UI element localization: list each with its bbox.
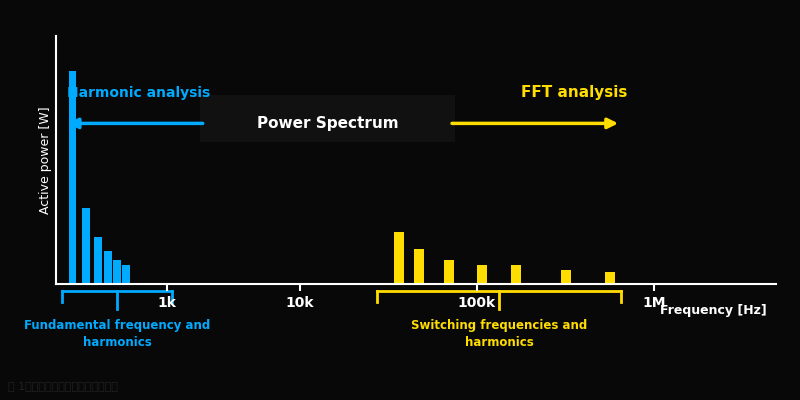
Bar xyxy=(561,270,570,284)
Bar xyxy=(605,272,615,284)
Text: 圖 1：逆變器輸出有功率的頻率分佈: 圖 1：逆變器輸出有功率的頻率分佈 xyxy=(8,381,118,391)
Bar xyxy=(444,260,454,284)
Y-axis label: Active power [W]: Active power [W] xyxy=(39,106,52,214)
Bar xyxy=(94,237,102,284)
Text: Switching frequencies and
harmonics: Switching frequencies and harmonics xyxy=(411,319,587,349)
Text: Harmonic analysis: Harmonic analysis xyxy=(67,86,210,100)
Bar xyxy=(394,232,404,284)
Bar xyxy=(478,265,487,284)
Bar xyxy=(414,248,424,284)
Text: Frequency [Hz]: Frequency [Hz] xyxy=(660,304,767,317)
FancyBboxPatch shape xyxy=(200,95,454,142)
Bar xyxy=(113,260,121,284)
Bar xyxy=(122,265,130,284)
Bar xyxy=(69,72,77,284)
Text: Fundamental frequency and
harmonics: Fundamental frequency and harmonics xyxy=(24,319,210,349)
Bar xyxy=(82,208,90,284)
Bar xyxy=(104,251,112,284)
Text: Power Spectrum: Power Spectrum xyxy=(257,116,398,131)
Text: FFT analysis: FFT analysis xyxy=(522,85,628,100)
Bar xyxy=(510,265,521,284)
